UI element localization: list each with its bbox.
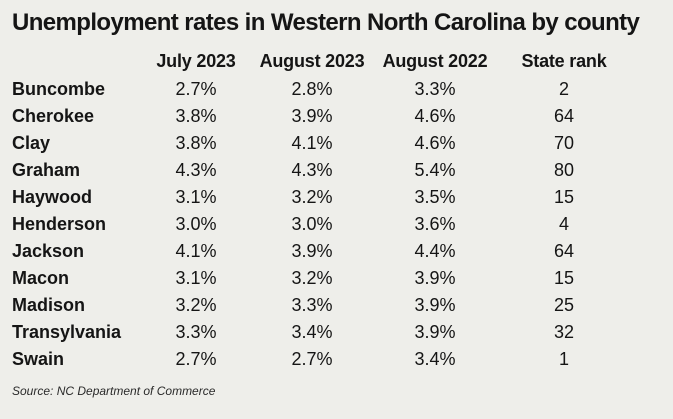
state-rank: 64 — [553, 241, 575, 261]
state-rank: 15 — [553, 268, 575, 288]
august-2022-rate: 4.6% — [414, 106, 456, 126]
county-name: Cherokee — [12, 106, 95, 126]
table-row: Swain 2.7% 2.7% 3.4% 1 — [0, 346, 633, 373]
state-rank: 32 — [553, 322, 575, 342]
table-row: Buncombe 2.7% 2.8% 3.3% 2 — [0, 76, 633, 103]
august-2023-rate: 3.4% — [291, 322, 333, 342]
july-2023-rate: 3.8% — [175, 133, 217, 153]
july-2023-rate: 4.3% — [175, 160, 217, 180]
august-2023-rate: 3.2% — [291, 268, 333, 288]
table-row: Clay 3.8% 4.1% 4.6% 70 — [0, 130, 633, 157]
county-name: Henderson — [12, 214, 107, 234]
county-name: Jackson — [12, 241, 85, 261]
july-2023-rate: 3.0% — [175, 214, 217, 234]
august-2023-rate: 3.3% — [291, 295, 333, 315]
july-2023-rate: 2.7% — [175, 349, 217, 369]
table-row: Jackson 4.1% 3.9% 4.4% 64 — [0, 238, 633, 265]
column-header-state-rank: State rank — [521, 50, 607, 71]
july-2023-rate: 3.2% — [175, 295, 217, 315]
county-name: Transylvania — [12, 322, 122, 342]
state-rank: 4 — [558, 214, 569, 234]
august-2022-rate: 4.6% — [414, 133, 456, 153]
table-row: Cherokee 3.8% 3.9% 4.6% 64 — [0, 103, 633, 130]
unemployment-table: July 2023 August 2023 August 2022 State … — [0, 46, 633, 373]
august-2022-rate: 3.4% — [414, 349, 456, 369]
county-name: Buncombe — [12, 79, 106, 99]
state-rank: 2 — [558, 79, 569, 99]
august-2023-rate: 4.1% — [291, 133, 333, 153]
county-name: Haywood — [12, 187, 93, 207]
august-2022-rate: 3.3% — [414, 79, 456, 99]
july-2023-rate: 3.3% — [175, 322, 217, 342]
state-rank: 25 — [553, 295, 575, 315]
table-row: Haywood 3.1% 3.2% 3.5% 15 — [0, 184, 633, 211]
august-2022-rate: 3.6% — [414, 214, 456, 234]
august-2023-rate: 2.8% — [291, 79, 333, 99]
july-2023-rate: 3.8% — [175, 106, 217, 126]
state-rank: 70 — [553, 133, 575, 153]
table-row: Transylvania 3.3% 3.4% 3.9% 32 — [0, 319, 633, 346]
state-rank: 80 — [553, 160, 575, 180]
table-row: Macon 3.1% 3.2% 3.9% 15 — [0, 265, 633, 292]
july-2023-rate: 4.1% — [175, 241, 217, 261]
august-2023-rate: 2.7% — [291, 349, 333, 369]
august-2023-rate: 3.2% — [291, 187, 333, 207]
july-2023-rate: 3.1% — [175, 187, 217, 207]
august-2022-rate: 3.9% — [414, 322, 456, 342]
table-row: Madison 3.2% 3.3% 3.9% 25 — [0, 292, 633, 319]
column-header-county — [0, 46, 143, 76]
august-2022-rate: 5.4% — [414, 160, 456, 180]
state-rank: 64 — [553, 106, 575, 126]
county-name: Clay — [12, 133, 51, 153]
july-2023-rate: 2.7% — [175, 79, 217, 99]
august-2023-rate: 3.9% — [291, 106, 333, 126]
august-2023-rate: 3.9% — [291, 241, 333, 261]
state-rank: 15 — [553, 187, 575, 207]
county-name: Swain — [12, 349, 65, 369]
august-2023-rate: 3.0% — [291, 214, 333, 234]
table-title: Unemployment rates in Western North Caro… — [12, 9, 640, 36]
july-2023-rate: 3.1% — [175, 268, 217, 288]
column-header-august-2022: August 2022 — [382, 50, 488, 71]
table-row: Graham 4.3% 4.3% 5.4% 80 — [0, 157, 633, 184]
august-2022-rate: 3.5% — [414, 187, 456, 207]
state-rank: 1 — [558, 349, 569, 369]
header-row: July 2023 August 2023 August 2022 State … — [0, 46, 633, 76]
august-2022-rate: 3.9% — [414, 295, 456, 315]
county-name: Graham — [12, 160, 81, 180]
august-2022-rate: 3.9% — [414, 268, 456, 288]
county-name: Macon — [12, 268, 70, 288]
table-row: Henderson 3.0% 3.0% 3.6% 4 — [0, 211, 633, 238]
county-name: Madison — [12, 295, 86, 315]
august-2022-rate: 4.4% — [414, 241, 456, 261]
source-note: Source: NC Department of Commerce — [12, 384, 216, 398]
august-2023-rate: 4.3% — [291, 160, 333, 180]
column-header-august-2023: August 2023 — [259, 50, 365, 71]
column-header-july-2023: July 2023 — [156, 50, 236, 71]
